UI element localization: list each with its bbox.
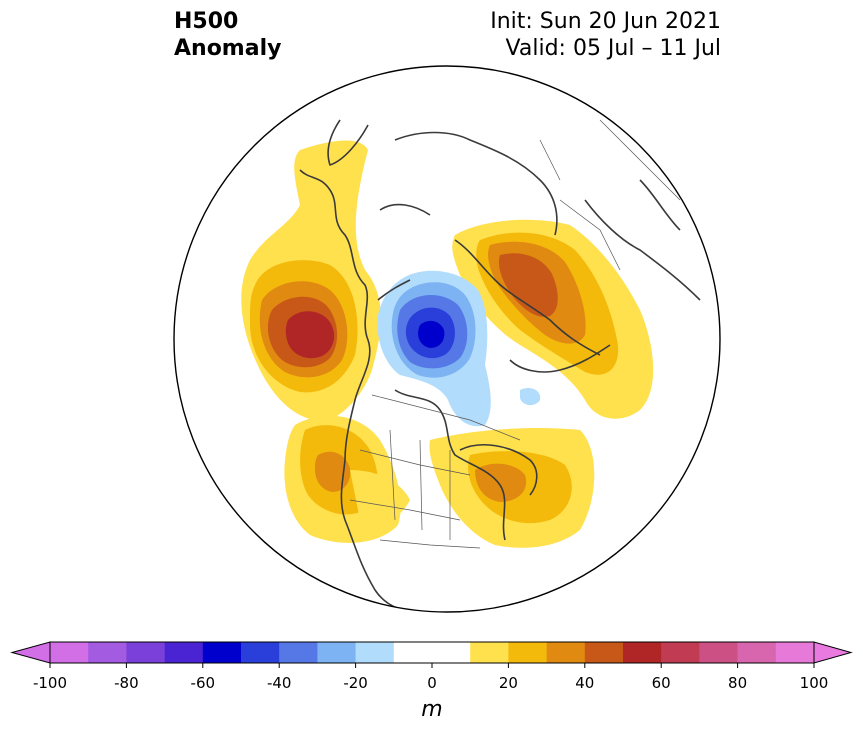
map-title: H500 Anomaly: [174, 8, 281, 62]
colorbar-tick-label: 40: [575, 674, 594, 692]
colorbar-extend-min: [10, 641, 51, 664]
colorbar-tick-label: 0: [427, 674, 437, 692]
anomaly-trough-arctic: [377, 270, 541, 427]
colorbar-cell: [126, 642, 165, 663]
colorbar-cell: [355, 642, 395, 663]
colorbar-tick-label: -40: [267, 674, 292, 692]
colorbar-cell: [775, 642, 815, 663]
colorbar-cell: [470, 642, 509, 663]
colorbar-tick-label: -100: [33, 674, 67, 692]
coastlines: [299, 119, 701, 612]
colorbar-ticks: -100 -80 -60 -40 -20 0 20 40 60 80 100: [33, 663, 828, 692]
colorbar-cell: [164, 642, 204, 663]
colorbar-cell: [50, 642, 89, 663]
colorbar-cell: [202, 642, 242, 663]
colorbar-extend-max: [813, 641, 853, 664]
colorbar-cell: [661, 642, 700, 663]
colorbar-tick-label: -80: [114, 674, 139, 692]
valid-range: Valid: 05 Jul – 11 Jul: [505, 36, 721, 61]
colorbar-cells: [10, 641, 853, 664]
political-borders: [349, 119, 681, 549]
init-date: Init: Sun 20 Jun 2021: [490, 9, 721, 34]
colorbar-cell: [699, 642, 738, 663]
colorbar-tick-label: 100: [800, 674, 829, 692]
colorbar-cell: [241, 642, 280, 663]
colorbar-cell: [88, 642, 127, 663]
anomaly-ridge-pacific: [241, 140, 381, 421]
title-line-1: H500: [174, 9, 239, 34]
title-line-2: Anomaly: [174, 36, 282, 61]
colorbar-cell: [623, 642, 662, 663]
colorbar-cell: [279, 642, 318, 663]
colorbar-unit: m: [421, 697, 442, 722]
map-disc: [174, 66, 720, 612]
colorbar-cell: [317, 642, 356, 663]
colorbar-cell: [546, 642, 586, 663]
colorbar-tick-label: -60: [191, 674, 216, 692]
init-valid-text: Init: Sun 20 Jun 2021 Valid: 05 Jul – 11…: [490, 8, 721, 62]
colorbar-tick-label: -20: [343, 674, 368, 692]
colorbar-cell: [737, 642, 777, 663]
colorbar-cell: [508, 642, 547, 663]
anomaly-ridge-europe: [452, 219, 654, 419]
colorbar-cell: [393, 642, 471, 663]
colorbar-cell: [584, 642, 624, 663]
colorbar-tick-label: 80: [728, 674, 747, 692]
colorbar-tick-label: 60: [652, 674, 671, 692]
colorbar-tick-label: 20: [499, 674, 518, 692]
map-boundary: [173, 65, 721, 613]
anomaly-map: [173, 65, 721, 613]
